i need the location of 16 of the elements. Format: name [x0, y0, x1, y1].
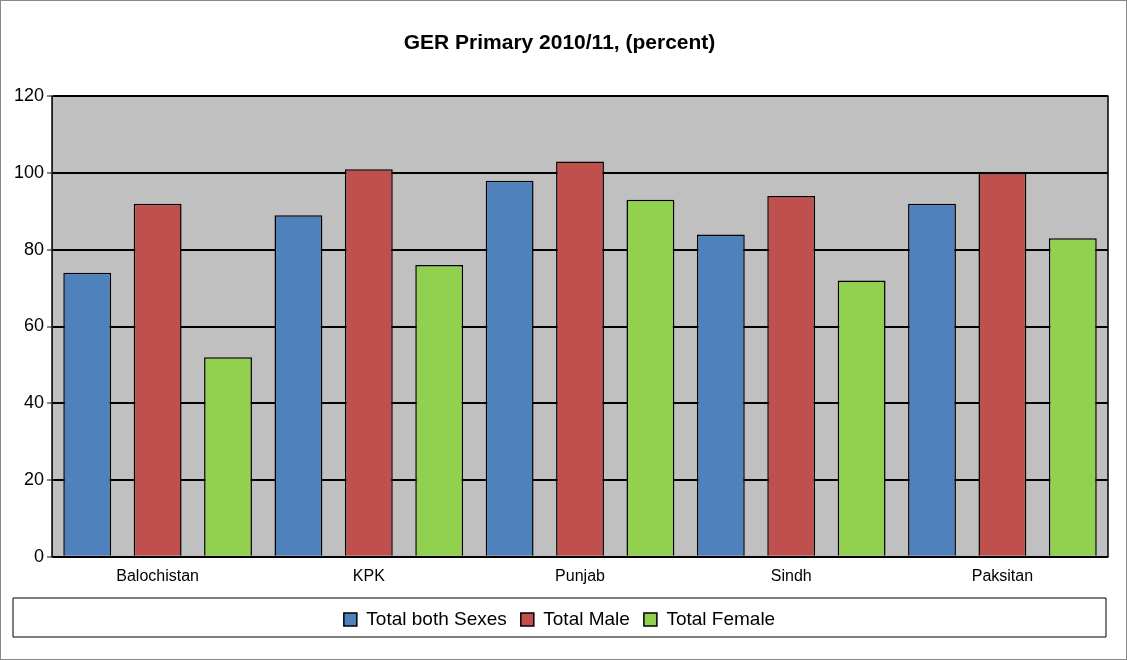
legend-label: Total Male — [543, 607, 630, 629]
y-tick-label: 20 — [24, 469, 45, 489]
x-tick-label: Punjab — [555, 566, 606, 584]
chart-title: GER Primary 2010/11, (percent) — [403, 30, 716, 54]
legend-label: Total Female — [666, 607, 776, 629]
x-tick-label: Balochistan — [116, 566, 199, 584]
x-tick-label: Sindh — [770, 566, 812, 584]
y-tick-label: 80 — [24, 238, 45, 259]
y-tick-label: 120 — [13, 85, 45, 106]
y-tick-label: 0 — [34, 545, 45, 566]
y-tick-label: 60 — [24, 315, 45, 336]
x-tick-label: KPK — [352, 566, 386, 584]
y-tick-label: 40 — [24, 392, 45, 413]
legend-label: Total both Sexes — [366, 607, 507, 629]
x-tick-label: Paksitan — [971, 566, 1034, 584]
y-tick-label: 100 — [13, 161, 45, 182]
